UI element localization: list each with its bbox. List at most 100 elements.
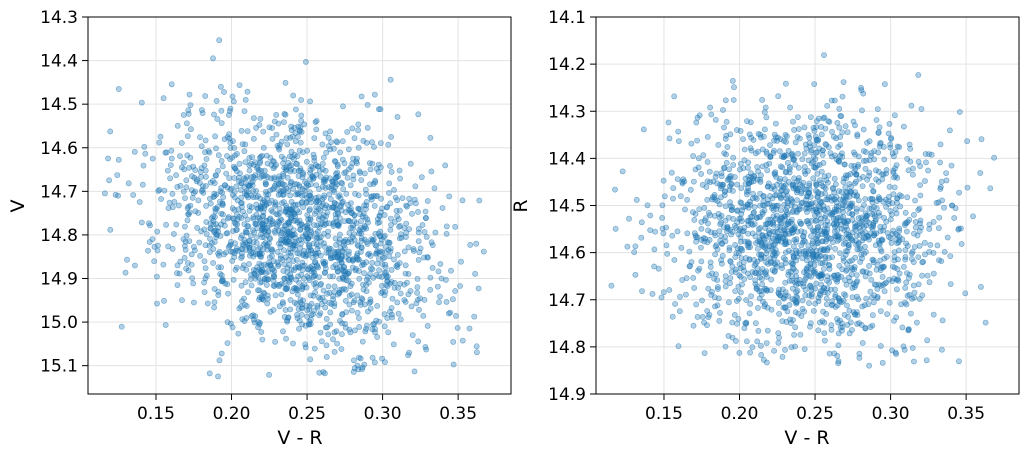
scatter-point — [233, 183, 240, 190]
scatter-point — [889, 231, 896, 237]
scatter-point — [755, 327, 762, 334]
scatter-point — [775, 330, 782, 336]
scatter-point — [835, 342, 842, 349]
scatter-point — [851, 264, 858, 270]
scatter-point — [755, 130, 762, 137]
scatter-point — [692, 166, 699, 173]
scatter-point — [659, 225, 666, 232]
scatter-point — [281, 165, 288, 171]
scatter-point — [179, 297, 185, 304]
scatter-point — [415, 208, 421, 215]
scatter-point — [281, 275, 288, 282]
scatter-point — [775, 93, 782, 100]
scatter-point — [445, 310, 452, 317]
scatter-point — [409, 332, 416, 338]
scatter-point — [894, 174, 901, 181]
scatter-point — [663, 242, 670, 249]
scatter-point — [812, 300, 819, 307]
scatter-point — [749, 230, 756, 237]
scatter-point — [231, 194, 238, 201]
scatter-point — [280, 247, 287, 254]
scatter-point — [427, 286, 434, 293]
scatter-point — [833, 135, 840, 142]
scatter-point — [907, 145, 914, 152]
scatter-point — [862, 229, 869, 236]
y-axis-label: V — [7, 200, 29, 213]
scatter-point — [947, 253, 954, 259]
y-tick-label: 14.1 — [548, 8, 586, 28]
scatter-point — [369, 160, 376, 167]
scatter-point — [290, 92, 297, 99]
scatter-point — [926, 151, 932, 157]
scatter-point — [666, 135, 673, 142]
scatter-point — [798, 220, 805, 227]
scatter-point — [184, 260, 191, 266]
scatter-point — [429, 264, 436, 271]
scatter-point — [354, 256, 361, 263]
scatter-point — [791, 126, 797, 133]
scatter-point — [185, 211, 192, 218]
scatter-point — [914, 319, 920, 326]
scatter-point — [472, 270, 478, 277]
scatter-point — [807, 323, 813, 330]
scatter-point — [937, 159, 943, 166]
scatter-point — [203, 219, 210, 225]
scatter-point — [912, 219, 919, 225]
scatter-point — [821, 330, 828, 336]
scatter-point — [347, 329, 354, 336]
scatter-point — [826, 244, 833, 251]
scatter-point — [924, 337, 931, 344]
scatter-point — [201, 258, 208, 265]
scatter-point — [919, 259, 926, 266]
scatter-point — [338, 331, 345, 338]
scatter-point — [860, 90, 867, 97]
scatter-point — [793, 268, 799, 275]
scatter-point — [217, 232, 224, 239]
scatter-point — [226, 175, 233, 181]
scatter-point — [358, 245, 365, 251]
scatter-point — [407, 160, 414, 167]
scatter-point — [813, 247, 820, 254]
scatter-point — [878, 248, 885, 255]
scatter-point — [417, 245, 424, 252]
scatter-point — [922, 178, 928, 184]
x-tick-label: 0.35 — [439, 404, 477, 424]
scatter-point — [226, 131, 232, 138]
scatter-point — [791, 156, 797, 162]
scatter-point — [823, 310, 830, 317]
scatter-point — [901, 263, 907, 270]
scatter-point — [903, 240, 909, 247]
scatter-point — [107, 128, 114, 135]
scatter-point — [149, 155, 156, 162]
scatter-point — [754, 338, 761, 345]
scatter-point — [355, 315, 362, 321]
scatter-point — [308, 199, 314, 206]
scatter-point — [308, 194, 315, 201]
scatter-point — [839, 324, 846, 330]
scatter-point — [219, 202, 226, 208]
scatter-point — [318, 338, 325, 345]
scatter-point — [757, 178, 764, 185]
scatter-point — [295, 191, 302, 198]
scatter-point — [875, 237, 882, 244]
scatter-point — [304, 147, 311, 154]
scatter-point — [333, 241, 339, 248]
scatter-point — [238, 180, 244, 187]
scatter-point — [263, 282, 270, 288]
scatter-point — [317, 329, 324, 336]
scatter-point — [231, 206, 238, 213]
scatter-point — [323, 342, 330, 349]
scatter-point — [248, 282, 255, 289]
scatter-point — [311, 135, 318, 141]
scatter-point — [632, 271, 639, 278]
scatter-point — [752, 260, 759, 267]
scatter-point — [744, 118, 750, 124]
scatter-point — [701, 350, 708, 356]
scatter-point — [374, 302, 381, 309]
scatter-point — [382, 249, 388, 256]
scatter-point — [466, 325, 473, 332]
scatter-point — [902, 253, 909, 260]
scatter-point — [162, 149, 169, 156]
scatter-point — [856, 246, 863, 253]
scatter-point — [843, 175, 850, 181]
